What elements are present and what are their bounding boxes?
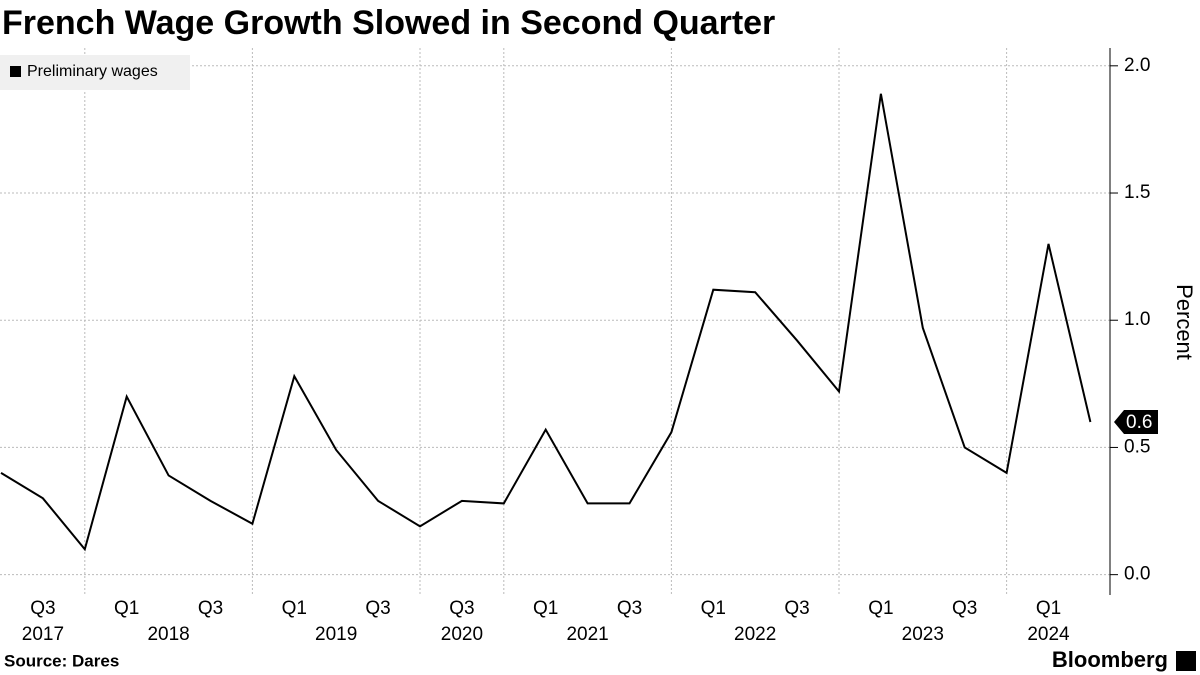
y-tick-label: 2.0 [1124, 55, 1150, 76]
year-label: 2022 [734, 624, 776, 645]
x-tick-label: Q3 [198, 598, 223, 619]
x-tick-label: Q1 [868, 598, 893, 619]
x-tick-label: Q1 [282, 598, 307, 619]
year-label: 2024 [1027, 624, 1070, 645]
y-tick-label: 1.0 [1124, 309, 1150, 330]
year-label: 2021 [566, 624, 608, 645]
legend-swatch [10, 66, 21, 77]
x-tick-label: Q3 [365, 598, 390, 619]
y-tick-label: 0.5 [1124, 436, 1150, 457]
year-label: 2018 [147, 624, 189, 645]
chart-title: French Wage Growth Slowed in Second Quar… [2, 4, 775, 42]
y-axis-label: Percent [1172, 284, 1197, 360]
brand: Bloomberg [1052, 647, 1168, 672]
year-label: 2020 [441, 624, 483, 645]
x-tick-label: Q1 [114, 598, 139, 619]
brand-icon [1176, 651, 1196, 671]
last-value-label: 0.6 [1126, 412, 1152, 433]
x-tick-label: Q3 [952, 598, 977, 619]
x-tick-label: Q3 [617, 598, 642, 619]
x-tick-label: Q3 [784, 598, 809, 619]
year-label: 2019 [315, 624, 357, 645]
y-tick-label: 1.5 [1124, 182, 1150, 203]
x-tick-label: Q1 [1036, 598, 1061, 619]
x-tick-label: Q1 [701, 598, 726, 619]
x-tick-label: Q3 [449, 598, 474, 619]
y-tick-label: 0.0 [1124, 564, 1150, 585]
data-line [0, 93, 1092, 552]
year-label: 2017 [22, 624, 64, 645]
year-label: 2023 [902, 624, 944, 645]
legend-label: Preliminary wages [27, 63, 158, 80]
x-tick-label: Q3 [30, 598, 55, 619]
last-value-tag [1114, 409, 1158, 434]
source: Source: Dares [4, 651, 119, 670]
x-tick-label: Q1 [533, 598, 558, 619]
legend-box [0, 55, 190, 90]
